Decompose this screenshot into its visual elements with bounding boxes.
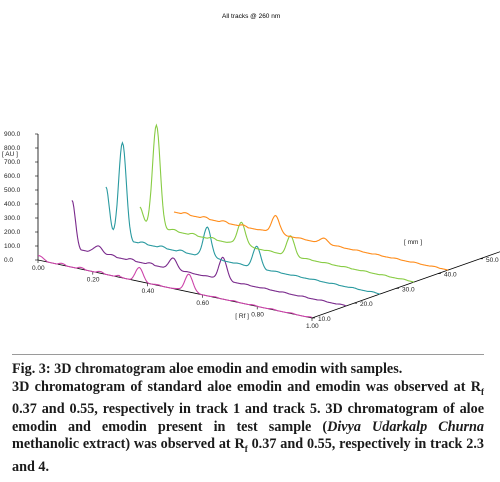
- z-tick-label: 20.0: [360, 301, 373, 308]
- caption-sub-f2: f: [244, 444, 248, 455]
- x-tick-label: 0.60: [196, 300, 209, 307]
- left-y-tick-label: 0.0: [4, 257, 13, 264]
- track-4-curve: [139, 123, 415, 283]
- z-tick-label: 10.0: [318, 316, 331, 323]
- z-tick-label: 40.0: [444, 272, 457, 279]
- left-y-tick-label: 900.0: [4, 131, 21, 138]
- caption-sample-name: Divya Udarkalp Churna: [327, 418, 484, 435]
- z-axis-label: [ mm ]: [404, 239, 422, 246]
- z-tick-label: 50.0: [486, 257, 499, 264]
- track-5-curve: [173, 211, 449, 271]
- caption-title: Fig. 3: 3D chromatogram aloe emodin and …: [12, 361, 403, 377]
- x-axis-label: [ Rf ]: [235, 313, 249, 320]
- left-y-tick-label: 400.0: [4, 201, 21, 208]
- caption-sub-f1: f: [481, 386, 484, 397]
- chart-svg: All tracks @ 260 nm 0.0 100.0 200.0 300.0 400…: [2, 13, 500, 330]
- x-tick-label: 0.20: [87, 277, 100, 284]
- x-tick-label: 0.80: [251, 311, 264, 318]
- z-axis: [311, 251, 500, 319]
- caption-body-2: 0.37 and 0.55, respectively in track 1 a…: [12, 401, 484, 435]
- chart-title: All tracks @ 260 nm: [222, 13, 280, 20]
- x-tick-label: 0.40: [142, 288, 155, 295]
- left-y-tick-label: 800.0: [4, 145, 21, 152]
- left-y-tick-label: 600.0: [4, 173, 21, 180]
- left-y-tick-label: 500.0: [4, 187, 21, 194]
- left-y-tick-label: 700.0: [4, 159, 21, 166]
- left-y-axis-label: [ AU ]: [2, 151, 18, 158]
- track-3-curve: [105, 141, 381, 295]
- x-axis: [37, 259, 313, 319]
- left-y-tick-label: 100.0: [4, 243, 21, 250]
- left-y-tick-label: 300.0: [4, 215, 21, 222]
- caption-body-1: 3D chromatogram of standard aloe emodin …: [12, 378, 481, 395]
- caption-body-3: methanolic extract) was observed at R: [12, 436, 245, 453]
- track-2-curve: [71, 200, 347, 307]
- z-tick-label: 30.0: [402, 286, 415, 293]
- caption-body-4: 0.37 and 0.55, respectively in track 2.3…: [12, 436, 485, 475]
- figure-caption: Fig. 3: 3D chromatogram aloe emodin and …: [12, 354, 484, 476]
- track-1-curve: [37, 255, 313, 318]
- x-tick-label: 1.00: [306, 323, 319, 330]
- left-y-tick-label: 200.0: [4, 229, 21, 236]
- chromatogram-3d-chart: All tracks @ 260 nm 0.0 100.0 200.0 300.0 400…: [2, 13, 500, 330]
- x-tick-label: 0.00: [32, 265, 45, 272]
